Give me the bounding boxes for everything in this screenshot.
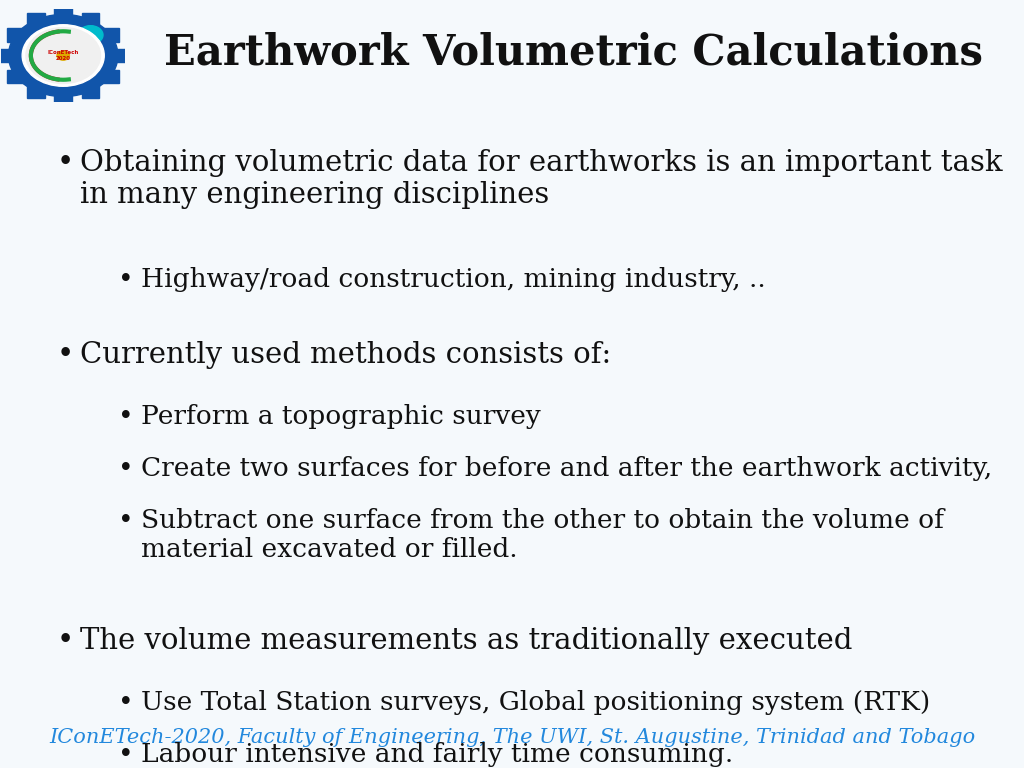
Circle shape: [26, 28, 100, 84]
Text: •: •: [56, 149, 74, 177]
Text: Earthwork Volumetric Calculations: Earthwork Volumetric Calculations: [164, 32, 983, 74]
Bar: [110, 49, 127, 62]
Circle shape: [57, 51, 70, 60]
Bar: [7, 28, 25, 41]
Text: •: •: [118, 456, 133, 482]
Text: •: •: [56, 341, 74, 369]
Bar: [101, 28, 119, 41]
Text: Labour intensive and fairly time consuming.: Labour intensive and fairly time consumi…: [141, 742, 733, 767]
Circle shape: [78, 25, 103, 45]
Bar: [28, 84, 45, 98]
Text: Create two surfaces for before and after the earthwork activity,: Create two surfaces for before and after…: [141, 456, 992, 482]
Text: •: •: [118, 690, 133, 715]
Text: IConETech
2020: IConETech 2020: [47, 50, 79, 61]
Bar: [54, 8, 72, 21]
Bar: [28, 14, 45, 27]
Bar: [7, 69, 25, 82]
Text: Obtaining volumetric data for earthworks is an important task
in many engineerin: Obtaining volumetric data for earthworks…: [80, 149, 1002, 210]
Text: The volume measurements as traditionally executed: The volume measurements as traditionally…: [80, 627, 852, 654]
Text: •: •: [118, 508, 133, 534]
Bar: [82, 14, 99, 27]
Circle shape: [23, 25, 104, 86]
Bar: [0, 49, 17, 62]
Text: Use Total Station surveys, Global positioning system (RTK): Use Total Station surveys, Global positi…: [141, 690, 931, 715]
Text: Perform a topographic survey: Perform a topographic survey: [141, 404, 541, 429]
Circle shape: [8, 15, 118, 97]
Text: •: •: [118, 267, 133, 293]
Text: •: •: [56, 627, 74, 654]
Text: Highway/road construction, mining industry, ..: Highway/road construction, mining indust…: [141, 267, 766, 293]
Bar: [54, 90, 72, 103]
Bar: [82, 84, 99, 98]
Text: Currently used methods consists of:: Currently used methods consists of:: [80, 341, 611, 369]
Text: •: •: [118, 404, 133, 429]
Text: Subtract one surface from the other to obtain the volume of
material excavated o: Subtract one surface from the other to o…: [141, 508, 944, 562]
Bar: [101, 69, 119, 82]
Text: •: •: [118, 742, 133, 767]
Text: IConETech-2020, Faculty of Engineering, The UWI, St. Augustine, Trinidad and Tob: IConETech-2020, Faculty of Engineering, …: [49, 728, 975, 747]
